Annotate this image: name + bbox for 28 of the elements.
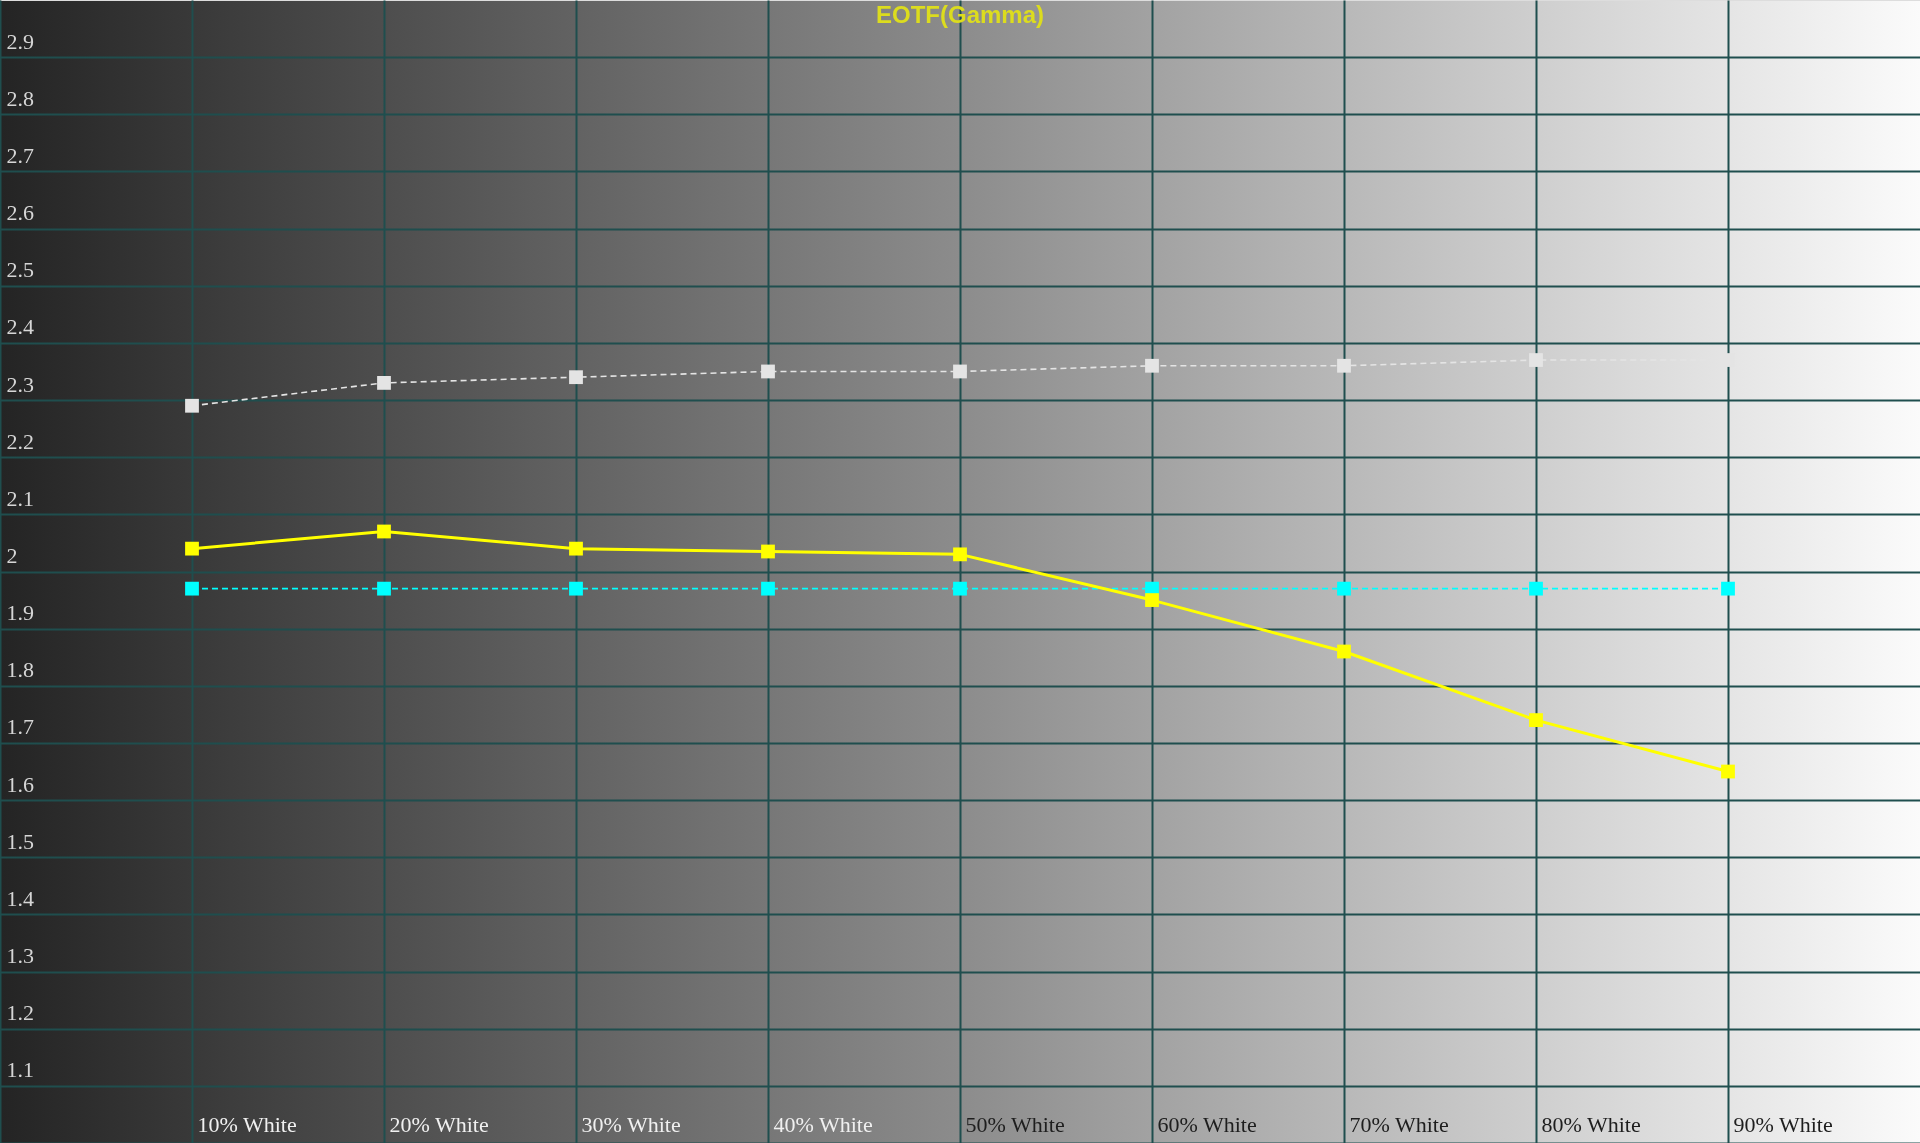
x-tick-label: 30% White [581, 1111, 681, 1137]
y-tick-label: 1.3 [6, 943, 34, 969]
y-tick-label: 2.8 [6, 85, 34, 111]
x-tick-label: 40% White [773, 1111, 873, 1137]
y-tick-label: 2.1 [6, 485, 34, 511]
y-tick-label: 2.2 [6, 428, 34, 454]
x-tick-label: 20% White [389, 1111, 489, 1137]
y-tick-label: 2 [6, 543, 18, 568]
y-tick-label: 1.5 [6, 828, 34, 854]
y-tick-label: 2.3 [6, 371, 34, 397]
x-tick-label: 50% White [965, 1111, 1065, 1137]
y-tick-label: 1.8 [6, 657, 34, 683]
x-tick-label: 80% White [1541, 1111, 1641, 1137]
y-tick-label: 2.9 [6, 28, 34, 54]
y-tick-label: 1.2 [6, 1000, 34, 1026]
x-tick-label: 90% White [1733, 1111, 1833, 1137]
y-tick-label: 2.7 [6, 142, 34, 168]
y-tick-label: 1.7 [6, 714, 34, 740]
x-tick-label: 60% White [1157, 1111, 1257, 1137]
y-tick-label: 1.6 [6, 771, 34, 797]
y-tick-label: 1.4 [6, 885, 34, 911]
y-tick-label: 2.4 [6, 314, 34, 340]
y-tick-label: 1.9 [6, 600, 34, 626]
x-tick-label: 70% White [1349, 1111, 1449, 1137]
y-tick-label: 2.6 [6, 200, 34, 226]
y-tick-label: 2.5 [6, 257, 34, 283]
x-tick-label: 10% White [197, 1111, 297, 1137]
y-tick-label: 1.1 [6, 1057, 34, 1083]
